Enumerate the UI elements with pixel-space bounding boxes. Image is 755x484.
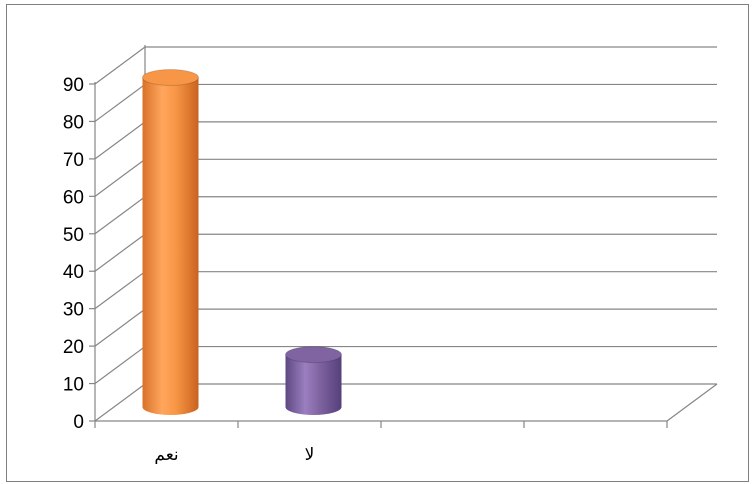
y-tick-label: 10 bbox=[63, 375, 84, 396]
bar-body bbox=[285, 354, 342, 415]
labels: 0 10 20 30 40 50 60 70 80 90 نعم لا bbox=[63, 75, 314, 465]
bar-1 bbox=[142, 68, 199, 415]
y-tick-label: 70 bbox=[63, 150, 84, 171]
y-tick-label: 60 bbox=[63, 187, 84, 208]
y-tick-label: 0 bbox=[73, 412, 84, 433]
bars bbox=[142, 68, 342, 415]
x-category-label: لا bbox=[305, 445, 315, 465]
bar-body bbox=[142, 77, 199, 415]
y-tick-label: 50 bbox=[63, 225, 84, 246]
y-tick-label: 40 bbox=[63, 262, 84, 283]
chart-frame bbox=[6, 4, 749, 482]
axes bbox=[89, 82, 668, 428]
bar-top bbox=[142, 68, 199, 86]
x-category-label: نعم bbox=[154, 445, 178, 465]
y-tick-label: 80 bbox=[63, 112, 84, 133]
bar-2 bbox=[285, 346, 342, 415]
gridline bbox=[94, 46, 717, 85]
y-tick-label: 20 bbox=[63, 337, 84, 358]
bar-top bbox=[285, 346, 342, 364]
y-tick-label: 90 bbox=[63, 75, 84, 96]
y-tick-label: 30 bbox=[63, 300, 84, 321]
